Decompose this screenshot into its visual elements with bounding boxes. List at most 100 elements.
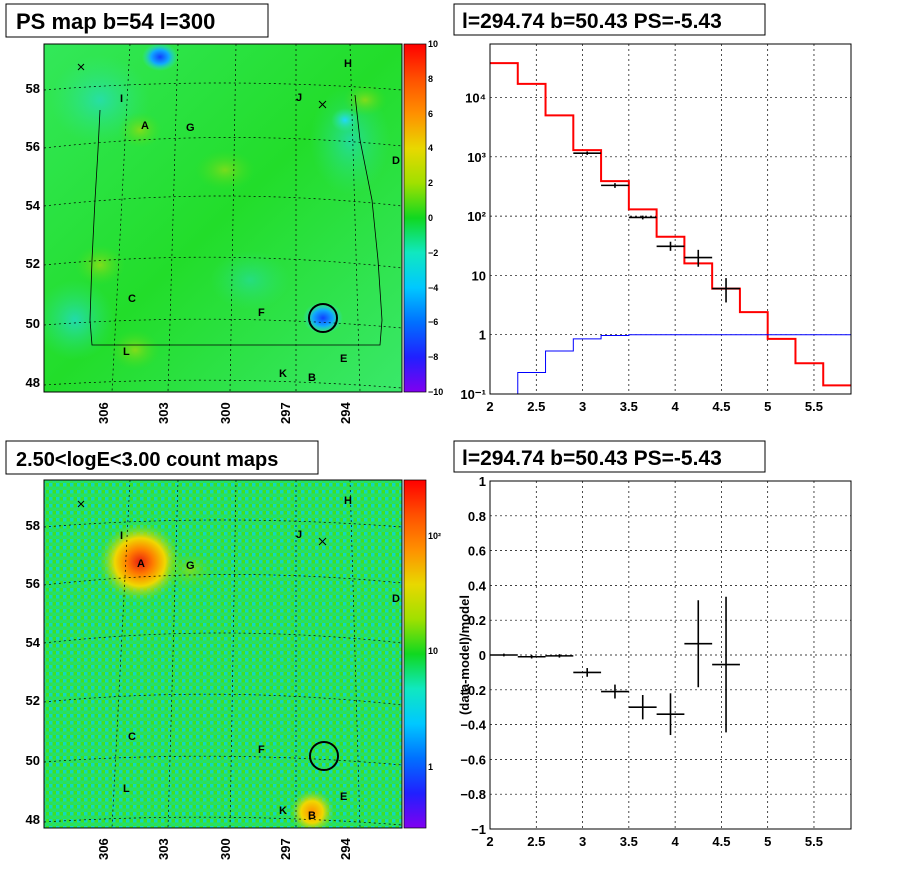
count-map-frame xyxy=(43,479,403,829)
source-label-h: H xyxy=(344,495,352,507)
source-label-f: F xyxy=(258,744,265,756)
spectrum-y-tick: 10⁴ xyxy=(465,91,486,106)
ps-map-lat-ticks: 48 50 52 54 56 58 xyxy=(26,81,41,390)
source-label-a: A xyxy=(137,558,145,570)
ps-colorbar-tick: −4 xyxy=(428,283,438,293)
spectrum-grid xyxy=(490,44,851,394)
source-label-b: B xyxy=(308,810,316,822)
count-map-title-box xyxy=(5,440,319,475)
ps-map-lat-tick: 54 xyxy=(26,198,41,213)
source-label-g: G xyxy=(186,122,195,134)
count-map-lat-ticks: 48 50 52 54 56 58 xyxy=(26,518,41,827)
residual-grid xyxy=(490,481,851,829)
spectrum-background-histogram xyxy=(490,334,851,395)
count-map-grid xyxy=(44,480,402,828)
source-label-b: B xyxy=(308,372,316,384)
count-map-lon-tick: 306 xyxy=(96,838,111,860)
spectrum-y-tick: 10² xyxy=(467,209,486,224)
spectrum-y-tick: 1 xyxy=(479,328,486,343)
source-label-i: I xyxy=(120,93,123,105)
ps-map-lat-tick: 48 xyxy=(26,375,40,390)
source-label-j: J xyxy=(296,529,302,541)
count-map-lon-tick: 297 xyxy=(278,838,293,860)
count-colorbar-tick: 1 xyxy=(428,762,433,772)
residual-y-tick: −0.4 xyxy=(460,718,486,733)
ps-map-title: PS map b=54 l=300 xyxy=(16,9,215,34)
count-map-source-labels: A B C D E F G H I J K L xyxy=(120,495,400,822)
residual-frame xyxy=(489,480,852,830)
residual-x-tick: 2.5 xyxy=(527,834,545,849)
spectrum-y-tick: 10 xyxy=(472,268,486,283)
ps-colorbar xyxy=(403,43,427,393)
count-colorbar-ticks: 10² 10 1 xyxy=(428,531,441,772)
residual-y-tick: −1 xyxy=(471,822,486,837)
ps-map-image xyxy=(44,44,402,392)
ps-map-lat-tick: 50 xyxy=(26,316,40,331)
ps-colorbar-ticks: 10 8 6 4 2 0 −2 −4 −6 −8 −10 xyxy=(428,39,443,397)
ps-map-lon-tick: 306 xyxy=(96,402,111,424)
ps-map-title-box xyxy=(5,3,269,38)
residual-x-tick: 5.5 xyxy=(805,834,823,849)
spectrum-y-ticks: 10⁻¹ 1 10 10² 10³ 10⁴ xyxy=(460,91,486,402)
count-map-lon-tick: 300 xyxy=(218,838,233,860)
count-colorbar-tick: 10² xyxy=(428,531,441,541)
residual-plot-area xyxy=(490,596,740,736)
residual-y-tick: −0.2 xyxy=(460,683,486,698)
spectrum-plot-area xyxy=(490,62,851,395)
count-colorbar-tick: 10 xyxy=(428,646,438,656)
ps-map-panel: PS map b=54 l=300 xyxy=(5,3,443,424)
count-map-lon-ticks: 306 303 300 297 294 xyxy=(96,838,353,860)
residual-y-tick: 0 xyxy=(479,648,486,663)
residual-y-tick: 0.4 xyxy=(468,578,487,593)
spectrum-x-tick: 3.5 xyxy=(620,399,638,414)
source-label-g: G xyxy=(186,560,195,572)
spectrum-y-tick: 10⁻¹ xyxy=(460,387,486,402)
residual-x-ticks: 2 2.5 3 3.5 4 4.5 5 5.5 xyxy=(486,834,823,849)
count-map-lon-tick: 294 xyxy=(338,838,353,860)
count-map-lon-tick: 303 xyxy=(156,838,171,860)
residual-y-ticks: −1 −0.8 −0.6 −0.4 −0.2 0 0.2 0.4 0.6 0.8 1 xyxy=(460,474,486,837)
spectrum-title-box xyxy=(453,3,766,36)
residual-x-tick: 4 xyxy=(672,834,680,849)
ps-colorbar-tick: 6 xyxy=(428,109,433,119)
count-map-lat-tick: 54 xyxy=(26,635,41,650)
ps-colorbar-tick: 8 xyxy=(428,74,433,84)
residual-y-tick: 0.2 xyxy=(468,613,486,628)
ps-map-target-circle xyxy=(308,303,338,333)
ps-colorbar-tick: 2 xyxy=(428,178,433,188)
residual-x-tick: 3.5 xyxy=(620,834,638,849)
residual-x-tick: 2 xyxy=(486,834,493,849)
spectrum-x-tick: 2.5 xyxy=(527,399,545,414)
residual-x-tick: 3 xyxy=(579,834,586,849)
ps-map-source-labels: A B C D E F G H I J K L xyxy=(120,58,400,384)
source-label-l: L xyxy=(123,783,130,795)
residual-y-tick: 1 xyxy=(479,474,486,489)
source-label-h: H xyxy=(344,58,352,70)
source-label-k: K xyxy=(279,805,287,817)
ps-map-grid xyxy=(44,44,402,392)
count-colorbar xyxy=(403,479,427,829)
residual-y-tick: −0.8 xyxy=(460,787,486,802)
count-map-title: 2.50<logE<3.00 count maps xyxy=(16,449,278,471)
spectrum-title: l=294.74 b=50.43 PS=-5.43 xyxy=(462,10,722,33)
spectrum-y-tick: 10³ xyxy=(467,150,486,165)
residual-y-tick: −0.6 xyxy=(460,752,486,767)
ps-colorbar-tick: −6 xyxy=(428,317,438,327)
source-label-d: D xyxy=(392,593,400,605)
ps-colorbar-tick: −10 xyxy=(428,387,443,397)
ps-colorbar-tick: 10 xyxy=(428,39,438,49)
spectrum-panel: l=294.74 b=50.43 PS=-5.43 2 2.5 3 3.5 4 4.5 5 5… xyxy=(453,3,852,414)
ps-colorbar-tick: 0 xyxy=(428,213,433,223)
spectrum-frame xyxy=(489,43,852,395)
ps-map-lat-tick: 58 xyxy=(26,81,40,96)
residual-title: l=294.74 b=50.43 PS=-5.43 xyxy=(462,447,722,470)
ps-map-lon-tick: 300 xyxy=(218,402,233,424)
residual-x-tick: 4.5 xyxy=(712,834,730,849)
source-label-i: I xyxy=(120,530,123,542)
count-map-lat-tick: 58 xyxy=(26,518,40,533)
residual-title-box xyxy=(453,440,766,473)
ps-map-lon-tick: 303 xyxy=(156,402,171,424)
residual-panel: l=294.74 b=50.43 PS=-5.43 2 2.5 3 3.5 4 4.5 5 5… xyxy=(453,440,852,849)
spectrum-x-tick: 4.5 xyxy=(712,399,730,414)
